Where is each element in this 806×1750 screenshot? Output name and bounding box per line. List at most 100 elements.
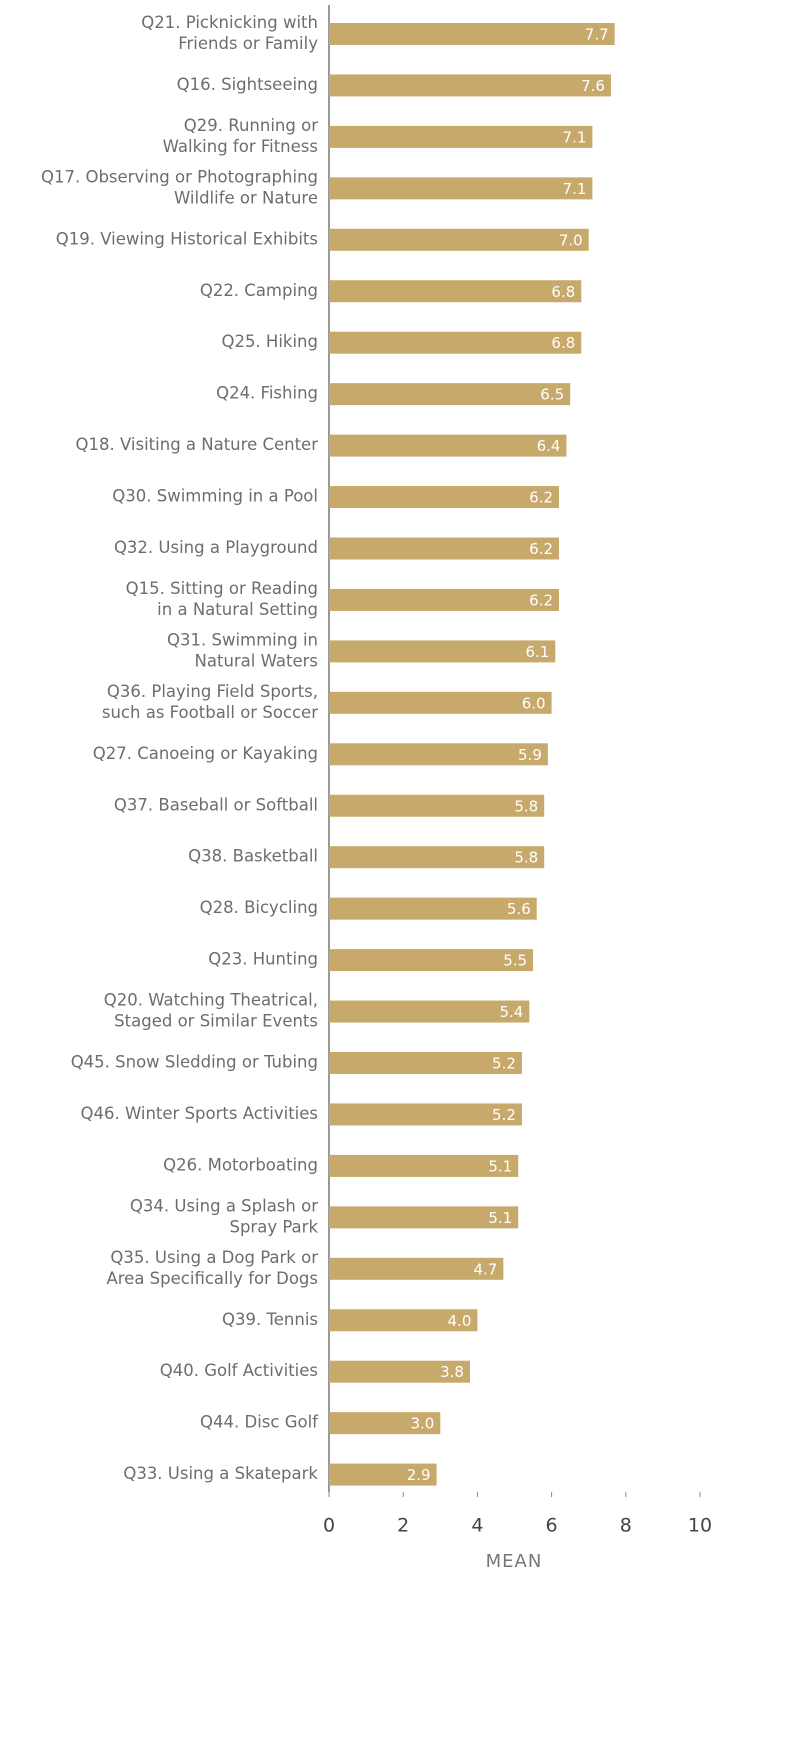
bar [329,383,571,406]
value-label: 6.4 [537,437,561,455]
bar [329,1206,519,1229]
category-label: Q20. Watching Theatrical, [104,991,318,1010]
category-label: Natural Waters [195,651,318,670]
bar [329,949,534,972]
value-label: 4.7 [474,1260,498,1278]
category-label: Friends or Family [178,34,318,53]
category-label: Q45. Snow Sledding or Tubing [71,1053,318,1072]
value-label: 5.8 [514,849,538,867]
value-label: 5.4 [499,1003,523,1021]
category-label: Q25. Hiking [221,332,318,351]
bar [329,743,548,766]
value-label: 6.5 [540,386,564,404]
category-label: Q32. Using a Playground [114,538,318,557]
x-tick-label: 2 [397,1515,409,1537]
category-label: Q37. Baseball or Softball [114,795,318,814]
value-label: 5.6 [507,900,531,918]
category-label: Q40. Golf Activities [160,1361,318,1380]
category-label: Q23. Hunting [208,950,318,969]
category-label: Q38. Basketball [188,847,318,866]
value-label: 7.6 [581,77,605,95]
bar [329,897,537,920]
category-label: Q24. Fishing [216,384,318,403]
category-label: Q34. Using a Splash or [130,1196,318,1215]
x-tick-label: 8 [620,1515,632,1537]
category-label: Q15. Sitting or Reading [126,579,318,598]
category-label: Q18. Visiting a Nature Center [76,435,319,454]
bar [329,640,556,663]
value-label: 6.1 [525,643,549,661]
bar [329,1309,478,1332]
category-label: Staged or Similar Events [114,1012,318,1031]
bar [329,691,552,714]
value-label: 5.9 [518,746,542,764]
value-label: 7.1 [563,180,587,198]
category-label: Q30. Swimming in a Pool [112,487,318,506]
bar [329,588,560,611]
category-label: Q19. Viewing Historical Exhibits [56,229,318,248]
bar [329,228,589,251]
x-tick-label: 6 [546,1515,558,1537]
value-label: 5.5 [503,952,527,970]
value-label: 7.0 [559,231,583,249]
value-label: 4.0 [448,1312,472,1330]
category-label: Q46. Winter Sports Activities [80,1104,318,1123]
value-label: 6.2 [529,489,553,507]
value-label: 7.1 [563,128,587,146]
bar [329,794,545,817]
value-label: 5.2 [492,1106,516,1124]
value-label: 6.0 [522,694,546,712]
category-label: Q22. Camping [200,281,318,300]
category-label: Walking for Fitness [163,137,318,156]
bar [329,74,611,97]
x-tick-label: 0 [323,1515,335,1537]
bar [329,1360,470,1383]
category-label: Spray Park [229,1217,318,1236]
bar [329,537,560,560]
value-label: 5.1 [488,1157,512,1175]
x-tick-label: 4 [471,1515,483,1537]
category-label: Q36. Playing Field Sports, [107,682,318,701]
category-label: such as Football or Soccer [102,703,318,722]
value-label: 2.9 [407,1466,431,1484]
category-label: Q28. Bicycling [200,898,318,917]
bar [329,1412,441,1435]
bar [329,846,545,869]
category-label: Q44. Disc Golf [200,1413,319,1432]
category-label: Q16. Sightseeing [177,75,318,94]
category-label: Q39. Tennis [222,1310,318,1329]
bar [329,331,582,354]
category-label: Area Specifically for Dogs [106,1269,318,1288]
category-label: Q17. Observing or Photographing [41,167,318,186]
bar [329,1257,504,1280]
category-label: Q31. Swimming in [167,630,318,649]
value-label: 5.8 [514,797,538,815]
category-label: Q27. Canoeing or Kayaking [93,744,318,763]
value-label: 6.2 [529,540,553,558]
category-label: Wildlife or Nature [174,188,318,207]
bar [329,1154,519,1177]
value-label: 5.1 [488,1209,512,1227]
bar [329,177,593,200]
bar [329,1463,437,1486]
value-label: 6.8 [551,334,575,352]
value-label: 6.2 [529,591,553,609]
bar [329,434,567,457]
category-label: Q35. Using a Dog Park or [110,1248,318,1267]
value-label: 6.8 [551,283,575,301]
bar [329,486,560,509]
bar [329,23,615,45]
value-label: 3.0 [410,1415,434,1433]
bar [329,1052,522,1074]
category-label: Q21. Picknicking with [141,13,318,32]
bar [329,1103,522,1126]
category-label: Q26. Motorboating [163,1155,318,1174]
bar [329,125,593,148]
x-tick-label: 10 [688,1515,712,1537]
bar [329,1000,530,1023]
value-label: 3.8 [440,1363,464,1381]
bar [329,280,582,303]
value-label: 7.7 [585,26,609,44]
x-axis-label: MEAN [486,1551,543,1572]
